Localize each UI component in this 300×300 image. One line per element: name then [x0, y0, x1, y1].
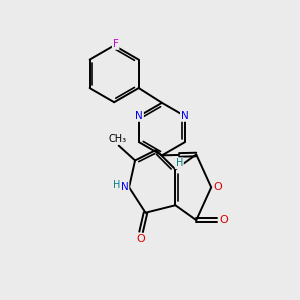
Text: CH₃: CH₃	[108, 134, 126, 144]
Text: N: N	[135, 111, 143, 121]
Text: H: H	[176, 158, 183, 168]
Text: O: O	[219, 215, 228, 225]
Text: O: O	[137, 234, 146, 244]
Text: N: N	[121, 182, 128, 192]
Text: N: N	[181, 111, 189, 121]
Text: H: H	[113, 180, 120, 190]
Text: O: O	[213, 182, 222, 192]
Text: F: F	[113, 39, 118, 49]
